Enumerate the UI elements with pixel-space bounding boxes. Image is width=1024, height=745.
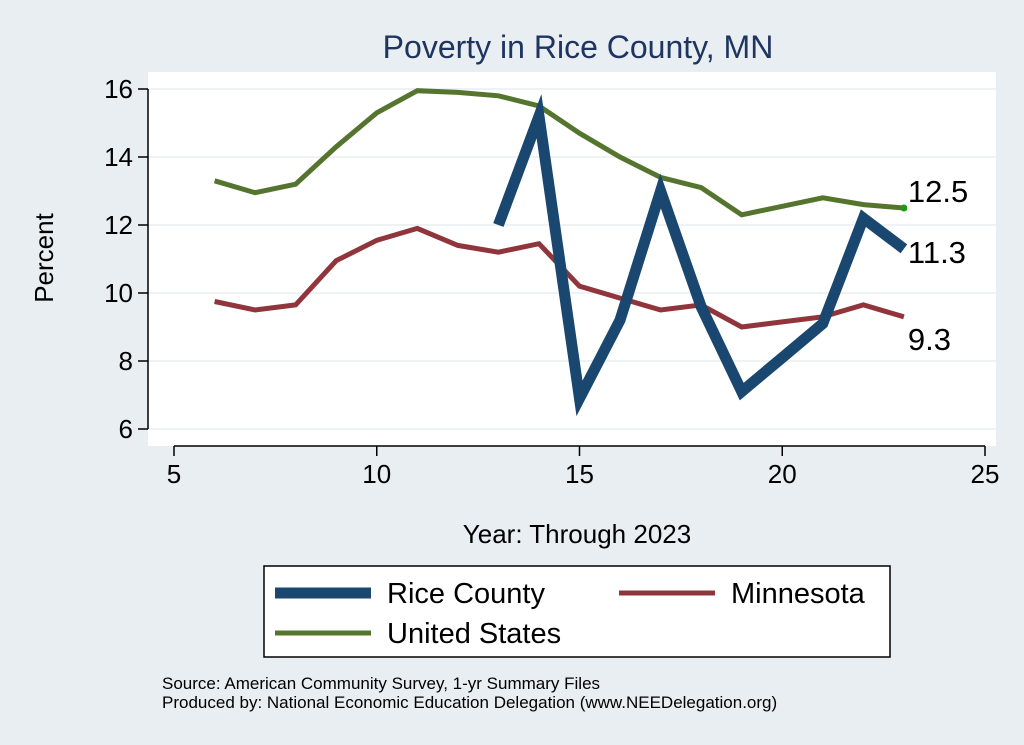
end-labels: 11.3 9.3 12.5: [908, 174, 968, 357]
y-tick-label-14: 14: [104, 142, 133, 172]
x-tick-label-25: 25: [971, 459, 1000, 489]
legend-label-rice-county: Rice County: [387, 578, 545, 610]
legend-label-united-states: United States: [387, 618, 561, 650]
x-tick-label-20: 20: [768, 459, 797, 489]
legend: Rice County Minnesota United States: [263, 565, 891, 658]
source-note: Source: American Community Survey, 1-yr …: [162, 674, 600, 693]
y-tick-label-12: 12: [104, 210, 133, 240]
series-line-rice-county: [493, 94, 908, 417]
end-marker-united-states: [900, 204, 908, 212]
y-tick-label-10: 10: [104, 278, 133, 308]
legend-label-minnesota: Minnesota: [731, 578, 866, 610]
gridlines: [148, 88, 996, 430]
y-tick-label-16: 16: [104, 74, 133, 104]
y-tick-label-6: 6: [119, 414, 133, 444]
x-axis-title: Year: Through 2023: [463, 519, 691, 549]
axes: 6 8 10 12 14 16 5 10 15 20 25: [104, 74, 999, 489]
series-line-united-states: [213, 88, 905, 218]
end-label-minnesota: 9.3: [908, 322, 951, 357]
x-tick-label-15: 15: [565, 459, 594, 489]
series-lines: [213, 88, 908, 417]
y-tick-label-8: 8: [119, 346, 133, 376]
legend-box: [263, 565, 891, 658]
chart-title: Poverty in Rice County, MN: [383, 29, 774, 65]
y-axis-title: Percent: [29, 212, 59, 302]
end-label-rice-county: 11.3: [908, 235, 966, 270]
producer-note: Produced by: National Economic Education…: [162, 693, 777, 712]
end-label-united-states: 12.5: [908, 174, 968, 209]
x-tick-label-10: 10: [362, 459, 391, 489]
x-tick-label-5: 5: [167, 459, 181, 489]
